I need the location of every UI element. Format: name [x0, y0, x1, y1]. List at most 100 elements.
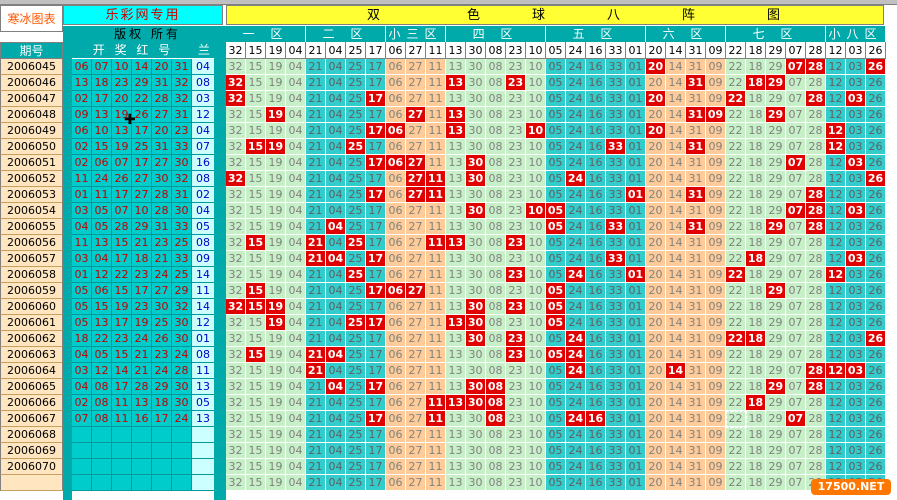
hit-number-cell[interactable]: 18 [746, 395, 766, 411]
number-cell[interactable]: 27 [406, 363, 426, 379]
number-cell[interactable]: 07 [786, 459, 806, 475]
number-cell[interactable]: 19 [266, 155, 286, 171]
number-cell[interactable]: 24 [566, 187, 586, 203]
number-cell[interactable]: 01 [626, 123, 646, 139]
hit-number-cell[interactable]: 11 [426, 235, 446, 251]
number-cell[interactable]: 08 [486, 251, 506, 267]
number-cell[interactable]: 23 [506, 459, 526, 475]
number-cell[interactable]: 19 [266, 267, 286, 283]
hit-number-cell[interactable]: 28 [806, 91, 826, 107]
number-cell[interactable]: 23 [506, 59, 526, 75]
number-cell[interactable]: 14 [666, 59, 686, 75]
hit-number-cell[interactable]: 30 [466, 203, 486, 219]
hit-number-cell[interactable]: 03 [846, 155, 866, 171]
hit-number-cell[interactable]: 05 [546, 203, 566, 219]
number-cell[interactable]: 10 [526, 299, 546, 315]
number-cell[interactable]: 14 [666, 155, 686, 171]
number-cell[interactable]: 25 [346, 283, 366, 299]
number-cell[interactable]: 25 [346, 171, 366, 187]
number-cell[interactable]: 03 [846, 283, 866, 299]
number-cell[interactable]: 13 [446, 283, 466, 299]
number-cell[interactable]: 22 [726, 235, 746, 251]
number-cell[interactable]: 01 [626, 107, 646, 123]
hit-number-cell[interactable]: 32 [226, 75, 246, 91]
number-cell[interactable]: 12 [826, 347, 846, 363]
hit-number-cell[interactable]: 03 [846, 251, 866, 267]
hit-number-cell[interactable]: 17 [366, 251, 386, 267]
number-cell[interactable]: 06 [386, 443, 406, 459]
number-cell[interactable]: 03 [846, 187, 866, 203]
number-cell[interactable]: 27 [406, 475, 426, 491]
number-cell[interactable]: 29 [766, 187, 786, 203]
number-cell[interactable]: 23 [506, 427, 526, 443]
number-cell[interactable]: 19 [266, 251, 286, 267]
hit-number-cell[interactable]: 06 [386, 283, 406, 299]
number-cell[interactable]: 04 [326, 459, 346, 475]
number-cell[interactable]: 23 [506, 123, 526, 139]
number-cell[interactable]: 23 [506, 411, 526, 427]
number-cell[interactable]: 01 [626, 235, 646, 251]
number-cell[interactable]: 12 [826, 219, 846, 235]
number-cell[interactable]: 10 [526, 459, 546, 475]
hit-number-cell[interactable]: 19 [266, 315, 286, 331]
number-cell[interactable]: 32 [226, 395, 246, 411]
number-cell[interactable]: 05 [546, 267, 566, 283]
number-cell[interactable]: 07 [786, 123, 806, 139]
number-cell[interactable]: 09 [706, 187, 726, 203]
number-cell[interactable]: 04 [286, 427, 306, 443]
number-cell[interactable]: 04 [326, 59, 346, 75]
hit-number-cell[interactable]: 24 [566, 267, 586, 283]
number-cell[interactable]: 28 [806, 267, 826, 283]
number-cell[interactable]: 05 [546, 171, 566, 187]
number-cell[interactable]: 10 [526, 91, 546, 107]
hit-number-cell[interactable]: 17 [366, 155, 386, 171]
number-cell[interactable]: 17 [366, 171, 386, 187]
number-cell[interactable]: 12 [826, 331, 846, 347]
number-cell[interactable]: 05 [546, 123, 566, 139]
number-cell[interactable]: 11 [426, 91, 446, 107]
number-cell[interactable]: 27 [406, 443, 426, 459]
number-cell[interactable]: 21 [306, 315, 326, 331]
number-cell[interactable]: 12 [826, 427, 846, 443]
number-cell[interactable]: 06 [386, 475, 406, 491]
number-cell[interactable]: 08 [486, 427, 506, 443]
number-cell[interactable]: 13 [446, 443, 466, 459]
hit-number-cell[interactable]: 12 [826, 123, 846, 139]
number-cell[interactable]: 24 [566, 427, 586, 443]
hit-number-cell[interactable]: 33 [606, 219, 626, 235]
number-cell[interactable]: 24 [566, 59, 586, 75]
number-cell[interactable]: 20 [646, 267, 666, 283]
number-cell[interactable]: 03 [846, 59, 866, 75]
number-cell[interactable]: 10 [526, 219, 546, 235]
hit-number-cell[interactable]: 15 [246, 139, 266, 155]
number-cell[interactable]: 22 [726, 219, 746, 235]
number-cell[interactable]: 17 [366, 59, 386, 75]
number-cell[interactable]: 08 [486, 283, 506, 299]
number-cell[interactable]: 04 [286, 235, 306, 251]
hit-number-cell[interactable]: 17 [366, 123, 386, 139]
number-cell[interactable]: 32 [226, 251, 246, 267]
number-cell[interactable]: 16 [586, 283, 606, 299]
hit-number-cell[interactable]: 21 [306, 251, 326, 267]
number-cell[interactable]: 15 [246, 267, 266, 283]
number-cell[interactable]: 15 [246, 459, 266, 475]
hit-number-cell[interactable]: 32 [226, 91, 246, 107]
number-cell[interactable]: 15 [246, 443, 266, 459]
number-cell[interactable]: 19 [266, 219, 286, 235]
number-cell[interactable]: 08 [486, 123, 506, 139]
number-cell[interactable]: 04 [326, 91, 346, 107]
number-cell[interactable]: 29 [766, 427, 786, 443]
number-cell[interactable]: 16 [586, 75, 606, 91]
number-cell[interactable]: 33 [606, 123, 626, 139]
number-cell[interactable]: 04 [286, 299, 306, 315]
number-cell[interactable]: 24 [566, 475, 586, 491]
number-cell[interactable]: 11 [426, 299, 446, 315]
number-cell[interactable]: 26 [866, 187, 886, 203]
number-cell[interactable]: 25 [346, 443, 366, 459]
number-cell[interactable]: 13 [446, 363, 466, 379]
number-cell[interactable]: 21 [306, 171, 326, 187]
number-cell[interactable]: 08 [486, 315, 506, 331]
hit-number-cell[interactable]: 18 [746, 251, 766, 267]
number-cell[interactable]: 09 [706, 235, 726, 251]
number-cell[interactable]: 11 [426, 379, 446, 395]
